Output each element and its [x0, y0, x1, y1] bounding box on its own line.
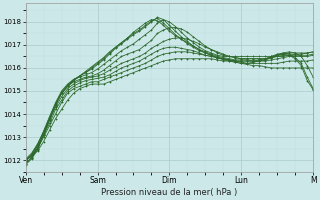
- X-axis label: Pression niveau de la mer( hPa ): Pression niveau de la mer( hPa ): [101, 188, 237, 197]
